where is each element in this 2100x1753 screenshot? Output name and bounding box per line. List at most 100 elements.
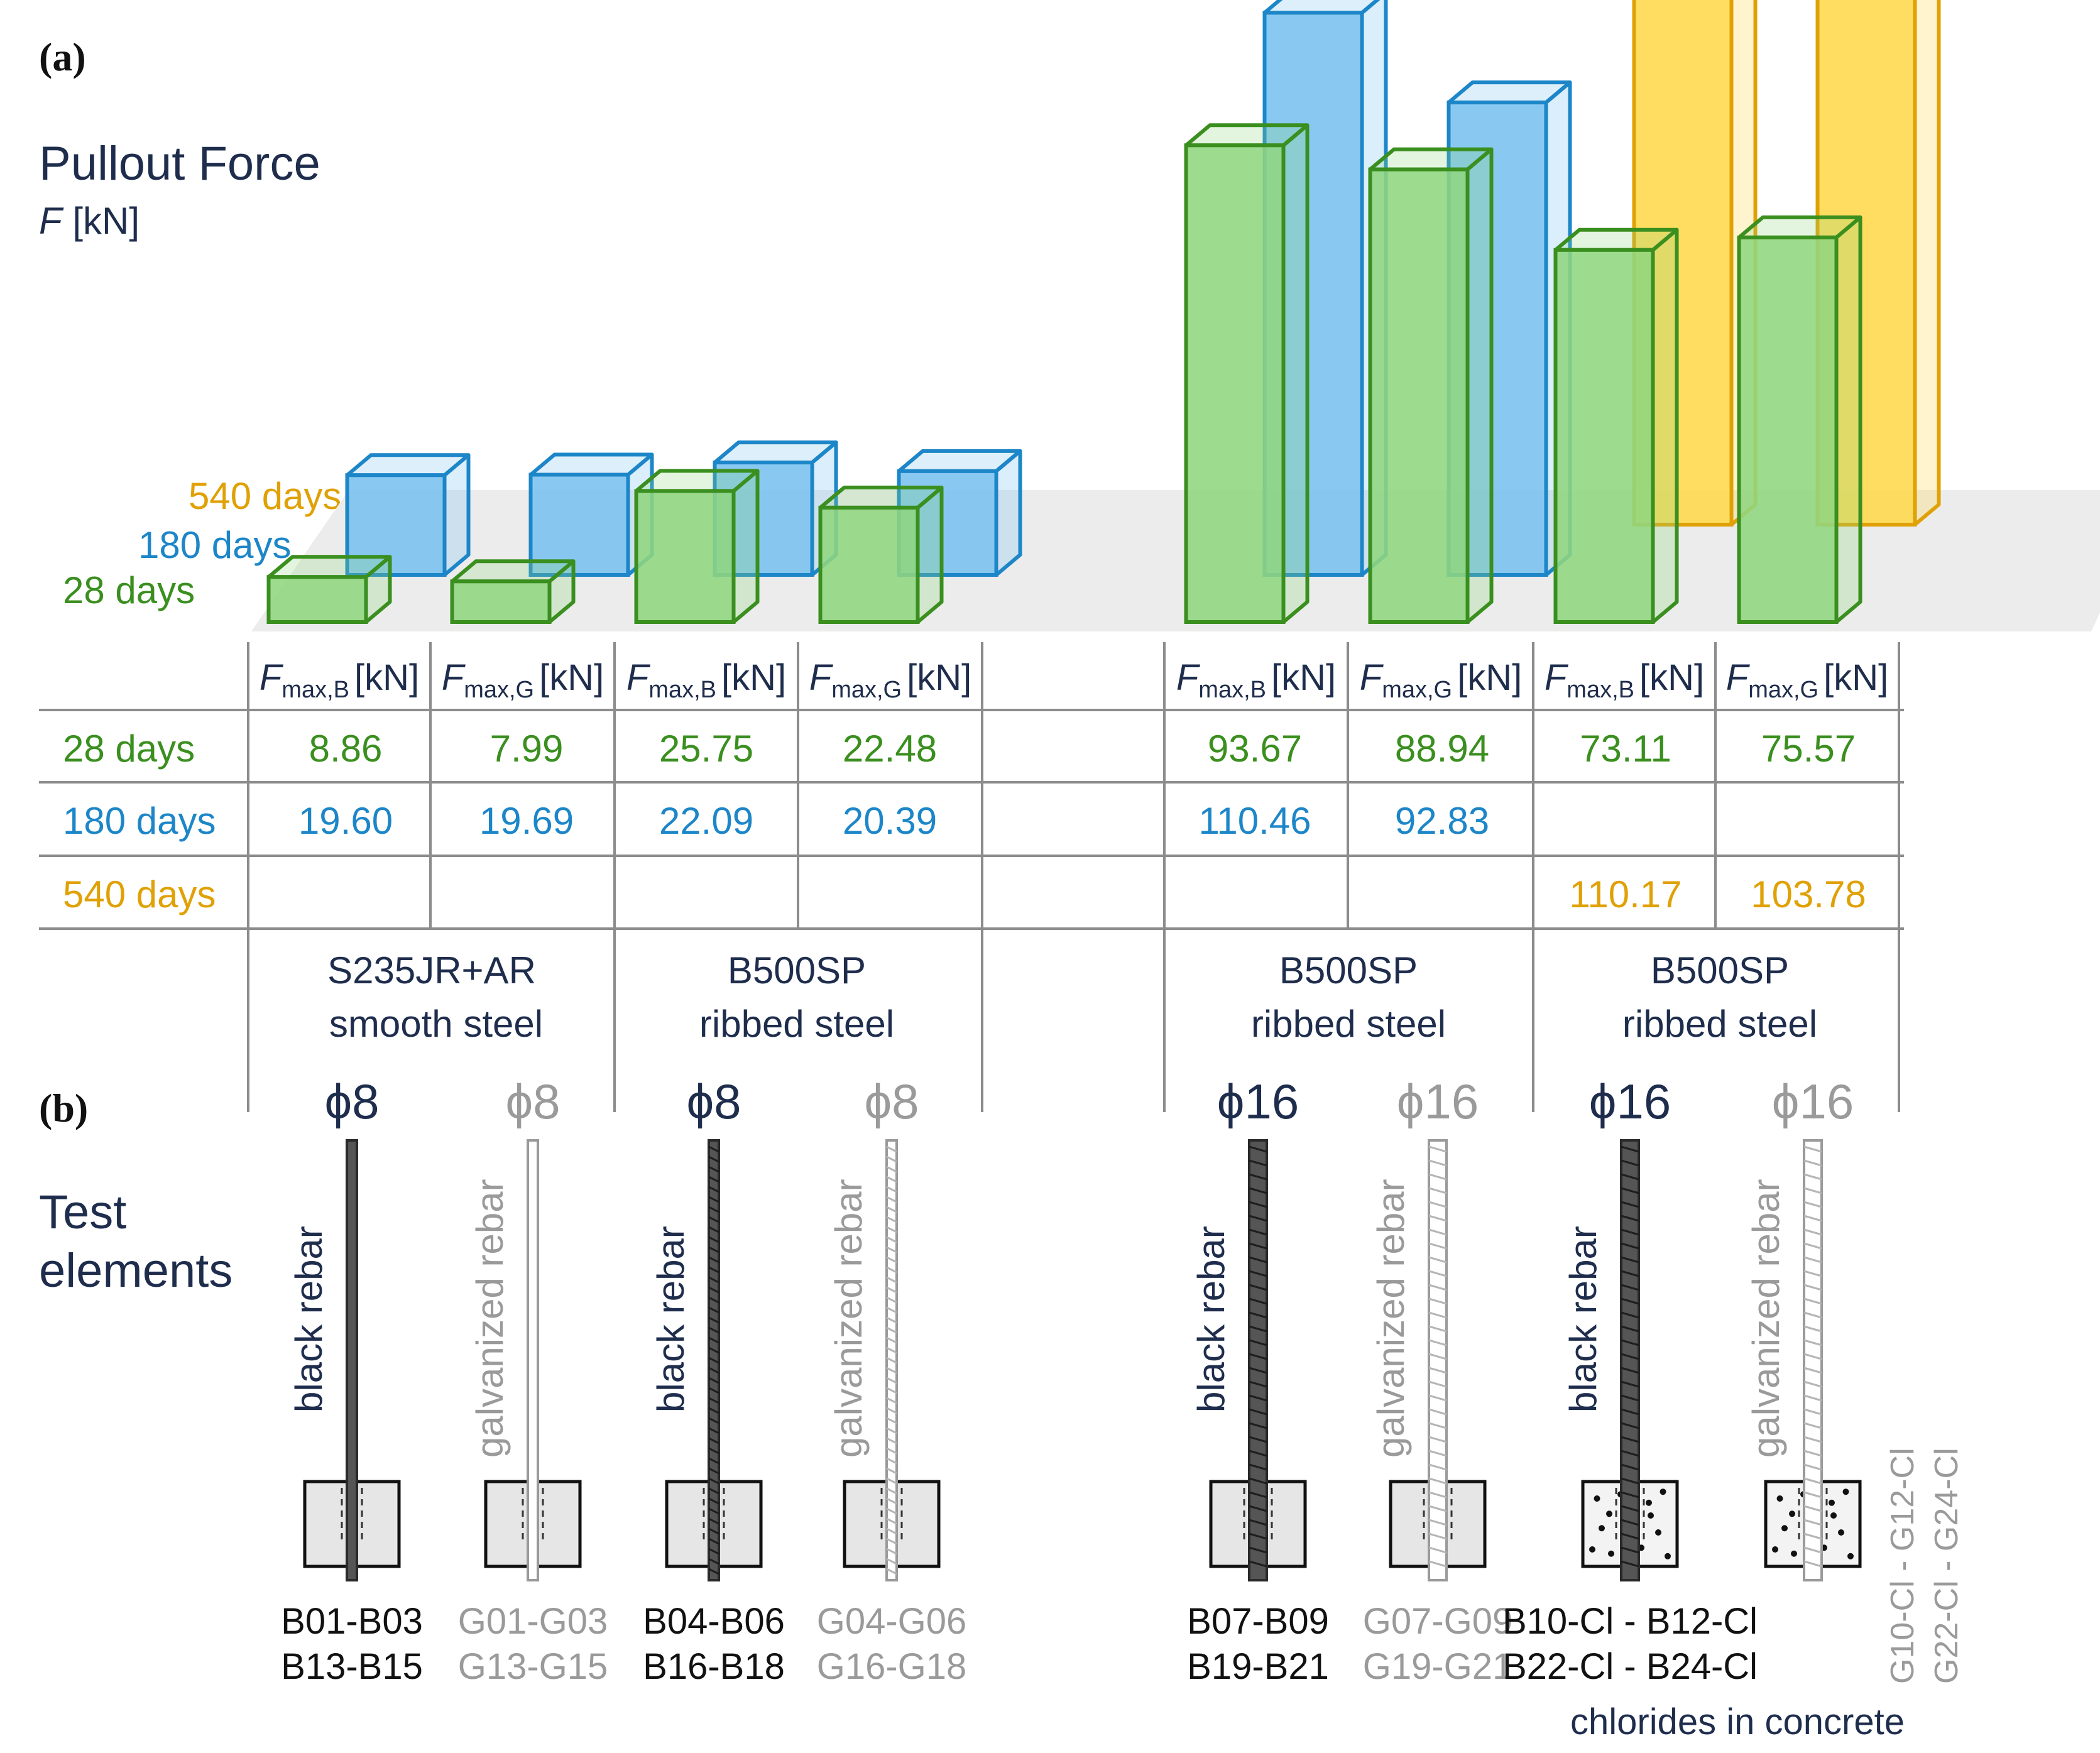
rebar-rib xyxy=(886,1477,897,1485)
rebar-rib xyxy=(708,1346,719,1354)
rebar-rib xyxy=(708,1517,719,1525)
rebar-rib xyxy=(1249,1546,1267,1554)
rebar-rib xyxy=(708,1276,719,1284)
rebar-rib xyxy=(708,1447,719,1455)
chloride-dot xyxy=(1594,1495,1600,1502)
chloride-dot xyxy=(1781,1525,1788,1532)
rebar-rib xyxy=(1803,1201,1822,1208)
rebar-rib xyxy=(886,1497,897,1505)
rebar-rib xyxy=(708,1266,719,1274)
rebar-rib xyxy=(1428,1367,1447,1374)
rebar-rib xyxy=(886,1176,897,1183)
rebar-rib xyxy=(886,1196,897,1203)
table-cell: 75.57 xyxy=(1761,728,1856,770)
specimen-codes-line2: G16-G18 xyxy=(817,1646,967,1687)
rebar-rib xyxy=(708,1407,719,1414)
rebar-rib xyxy=(1428,1505,1447,1512)
rebar-type-label: galvanized rebar xyxy=(1745,1179,1787,1458)
column-header-4: Fmax,G [kN] xyxy=(809,657,971,703)
rebar-rib xyxy=(1249,1173,1267,1181)
rebar-rib xyxy=(1621,1463,1639,1471)
rebar-rib xyxy=(1428,1380,1447,1388)
rebar-rib xyxy=(886,1246,897,1253)
steel-group-4-grade: B500SP xyxy=(1651,949,1789,991)
rebar-rib xyxy=(886,1166,897,1173)
rebar-rib xyxy=(708,1206,719,1213)
rebar-rib xyxy=(886,1548,897,1555)
rebar-rib xyxy=(886,1256,897,1264)
table-cell: 8.86 xyxy=(309,728,383,770)
rebar-rib xyxy=(1249,1145,1267,1153)
rebar-rib xyxy=(1249,1297,1267,1305)
rebar-rib xyxy=(1803,1408,1822,1416)
rebar-rib xyxy=(886,1517,897,1525)
rebar-rib xyxy=(886,1357,897,1364)
bar-top-face xyxy=(1553,227,1679,252)
rebar-rib xyxy=(708,1326,719,1334)
rebar-rib xyxy=(1249,1519,1267,1526)
legend-180-days: 180 days xyxy=(138,524,292,566)
bar-front-face xyxy=(1553,248,1655,624)
header-symbol: F xyxy=(1176,657,1201,698)
rebar-rib xyxy=(1803,1546,1822,1554)
rebar-rib xyxy=(708,1306,719,1314)
rebar-type-label: black rebar xyxy=(1562,1226,1604,1412)
chloride-dot xyxy=(1829,1499,1835,1506)
rebar-rib xyxy=(708,1357,719,1364)
rebar-rib xyxy=(708,1467,719,1475)
rebar-rib xyxy=(886,1326,897,1334)
header-unit: [kN] xyxy=(1271,657,1336,698)
rebar-rib xyxy=(1803,1380,1822,1388)
rebar-rib xyxy=(1621,1173,1639,1181)
rebar-rib xyxy=(886,1427,897,1434)
rebar-rib xyxy=(1249,1450,1267,1457)
rebar-rib xyxy=(886,1487,897,1495)
chloride-dot xyxy=(1648,1512,1654,1519)
rebar-rib xyxy=(1621,1187,1639,1194)
specimen-codes-line2: B22-Cl - B24-Cl xyxy=(1502,1646,1758,1687)
rebar-rib xyxy=(1249,1436,1267,1443)
rebar-rib xyxy=(1249,1228,1267,1236)
rebar-rib xyxy=(708,1226,719,1233)
rebar-rib xyxy=(1428,1560,1447,1568)
rebar-rib xyxy=(886,1467,897,1475)
bar-28-days-4 xyxy=(818,485,944,624)
bar-side-face xyxy=(1281,123,1310,624)
header-unit: [kN] xyxy=(721,657,786,698)
rebar-rib xyxy=(1428,1311,1447,1319)
bar-top-face xyxy=(345,453,471,478)
bar-front-face xyxy=(1737,235,1839,624)
bar-28-days-8 xyxy=(1737,215,1862,624)
rebar-rib xyxy=(708,1437,719,1444)
rebar-rib xyxy=(886,1306,897,1314)
legend-28-days: 28 days xyxy=(63,569,195,611)
rebar-rib xyxy=(886,1507,897,1515)
bar-top-face xyxy=(1446,80,1572,105)
rebar-rib xyxy=(1803,1325,1822,1333)
rebar-rib xyxy=(1803,1145,1822,1153)
bar-side-face xyxy=(731,469,760,624)
rebar-rib xyxy=(886,1226,897,1233)
chloride-dot xyxy=(1838,1529,1844,1536)
steel-group-4-type: ribbed steel xyxy=(1622,1003,1817,1045)
rebar-rib xyxy=(1621,1242,1639,1250)
rebar-rib xyxy=(1803,1491,1822,1499)
header-unit: [kN] xyxy=(1824,657,1888,698)
table-headers: Fmax,B [kN] Fmax,G [kN] Fmax,B [kN] Fmax,G [kN]… xyxy=(260,657,1888,703)
column-header-6: Fmax,G [kN] xyxy=(1360,657,1522,703)
rebar-rib xyxy=(1803,1505,1822,1512)
rebar-rib xyxy=(1428,1477,1447,1485)
bar-side-face xyxy=(1465,147,1494,624)
rebar-rib xyxy=(1803,1215,1822,1222)
rebar-rib xyxy=(1621,1284,1639,1291)
test-elements-title-line2: elements xyxy=(39,1244,232,1297)
header-unit: [kN] xyxy=(539,657,604,698)
specimen-codes-line2: B13-B15 xyxy=(281,1646,423,1687)
rebar-rib xyxy=(1621,1228,1639,1236)
bar-group xyxy=(266,0,1941,625)
rebar-rib xyxy=(1428,1297,1447,1305)
header-symbol: F xyxy=(442,657,466,698)
rebar-rib xyxy=(1249,1270,1267,1277)
